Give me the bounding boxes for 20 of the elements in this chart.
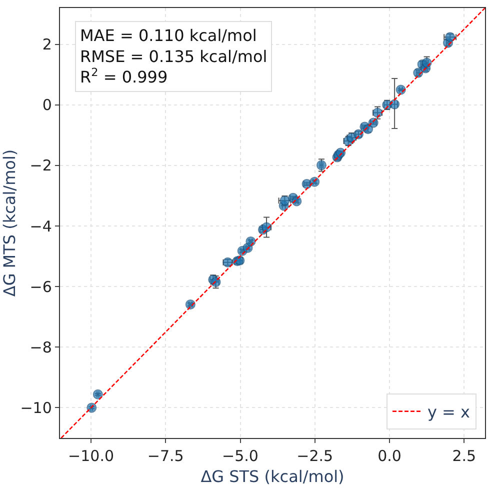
x-tick-label: 0.0 <box>378 447 402 466</box>
y-tick-label: −4 <box>30 217 52 236</box>
annotation: RMSE = 0.135 kcal/mol <box>80 46 268 66</box>
y-tick-label: −8 <box>30 338 52 356</box>
y-tick-label: 2 <box>42 36 52 54</box>
y-tick-label: −10 <box>20 398 52 417</box>
y-axis-title: ΔG MTS (kcal/mol) <box>0 149 19 297</box>
y-tick-label: 0 <box>42 96 52 114</box>
point <box>92 389 103 400</box>
y-tick-label: −2 <box>30 156 52 175</box>
x-tick-label: −2.5 <box>296 447 334 466</box>
x-axis-title: ΔG STS (kcal/mol) <box>200 466 344 486</box>
annotation: MAE = 0.110 kcal/mol <box>80 26 257 45</box>
x-tick-label: −5.0 <box>222 447 258 466</box>
x-tick-label: −7.5 <box>147 447 184 466</box>
x-tick-label: 2.5 <box>452 447 476 466</box>
annotation: R$^{2}$ = 0.999 <box>80 66 168 87</box>
y-tick-label: −6 <box>30 278 52 296</box>
x-tick-label: −10.0 <box>68 447 114 466</box>
legend-label: y = x <box>428 402 470 422</box>
